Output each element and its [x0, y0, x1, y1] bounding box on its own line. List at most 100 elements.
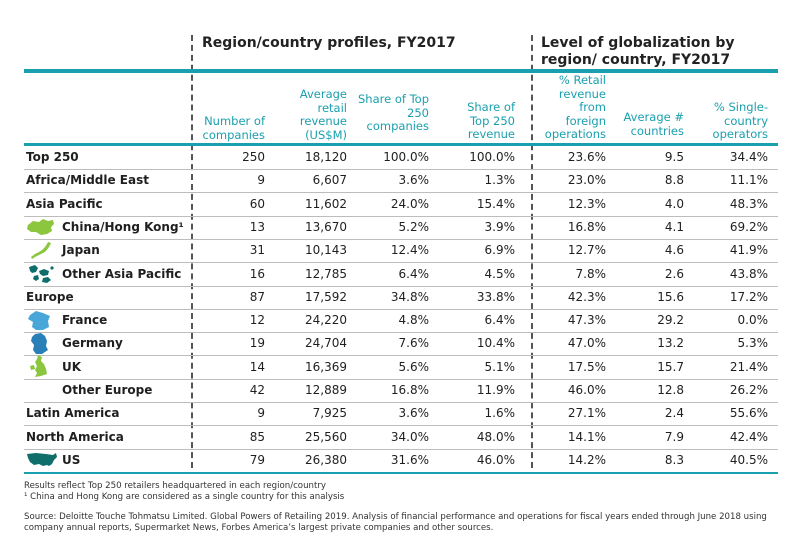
row-label: Top 250 — [26, 150, 79, 164]
table-cell: 17.5% — [567, 359, 606, 374]
table-cell: 4.5% — [484, 266, 516, 281]
col-header-share-of-companies: Share of Top 250 companies — [358, 92, 429, 133]
table-row: Other Europe 42 12,889 16.8% 11.9% 46.0% 12.8 2… — [24, 379, 778, 403]
table-row: Other Asia Pacific 16 12,785 6.4% 4.5% 7.8% 2.… — [24, 263, 778, 287]
table-cell: 5.6% — [398, 359, 430, 374]
table-row: Germany 19 24,704 7.6% 10.4% 47.0% 13.2 5.3% — [24, 332, 778, 359]
table-cell: 46.0% — [476, 452, 515, 467]
table-cell: 42.3% — [567, 289, 606, 304]
table-cell: 100.0% — [469, 150, 515, 164]
table-cell: 6,607 — [312, 173, 347, 188]
table-cell: 16.8% — [390, 383, 429, 397]
table-cell: 42 — [249, 383, 265, 397]
table-cell: 13 — [249, 219, 265, 234]
table-cell: 250 — [242, 150, 265, 164]
table-cell: 12.4% — [390, 243, 429, 258]
table-cell: 8.8 — [664, 173, 684, 188]
table-cell: 12,785 — [305, 266, 347, 281]
globalization-section-title: Level of globalization by region/ countr… — [541, 35, 735, 68]
table-cell: 16 — [249, 266, 265, 281]
japan-map-icon — [26, 241, 56, 265]
table-cell: 31.6% — [390, 452, 429, 467]
table-cell: 6.4% — [398, 266, 430, 281]
table-cell: 15.6 — [657, 289, 684, 304]
col-header-share-of-revenue: Share of Top 250 revenue — [467, 100, 515, 141]
table-cell: 11.9% — [476, 383, 515, 397]
table-cell: 12 — [249, 313, 265, 328]
globalization-divider — [531, 35, 533, 468]
table-cell: 10,143 — [305, 243, 347, 258]
table-cell: 21.4% — [729, 359, 768, 374]
table-cell: 16,369 — [305, 359, 347, 374]
table-cell: 43.8% — [729, 266, 768, 281]
table-cell: 47.0% — [567, 336, 606, 351]
france-map-icon — [26, 310, 54, 336]
row-label: US — [62, 452, 81, 467]
table-cell: 5.1% — [484, 359, 516, 374]
table-cell: 11,602 — [305, 196, 347, 211]
table-cell: 3.6% — [398, 406, 430, 421]
china-map-icon — [26, 218, 56, 240]
table-cell: 34.8% — [390, 289, 429, 304]
table-cell: 29.2 — [657, 313, 684, 328]
row-label: Africa/Middle East — [26, 173, 149, 188]
table-cell: 7,925 — [312, 406, 347, 421]
table-cell: 47.3% — [567, 313, 606, 328]
header-bottom-rule — [24, 143, 778, 146]
row-label: North America — [26, 429, 124, 444]
table-cell: 4.0 — [664, 196, 684, 211]
table-cell: 34.0% — [390, 429, 429, 444]
table-cell: 26,380 — [305, 452, 347, 467]
table-cell: 3.6% — [398, 173, 430, 188]
table-cell: 9.5 — [664, 150, 684, 164]
table-cell: 6.9% — [484, 243, 516, 258]
table-cell: 1.3% — [484, 173, 516, 188]
table-cell: 12,889 — [305, 383, 347, 397]
table-cell: 27.1% — [567, 406, 606, 421]
table-cell: 17.2% — [729, 289, 768, 304]
uk-map-icon — [26, 355, 54, 383]
table-row: UK 14 16,369 5.6% 5.1% 17.5% 15.7 21.4% — [24, 355, 778, 383]
table-cell: 11.1% — [729, 173, 768, 188]
table-cell: 26.2% — [729, 383, 768, 397]
table-cell: 5.3% — [737, 336, 769, 351]
row-label: China/Hong Kong¹ — [62, 219, 184, 234]
row-label: Europe — [26, 289, 74, 304]
col-header-foreign-operations: % Retail revenue from foreign operations — [544, 73, 606, 141]
table-cell: 14 — [249, 359, 265, 374]
table-cell: 4.8% — [398, 313, 430, 328]
table-row: France 12 24,220 4.8% 6.4% 47.3% 29.2 0.0% — [24, 309, 778, 336]
table-cell: 9 — [257, 173, 265, 188]
table-cell: 2.4 — [664, 406, 684, 421]
col-header-single-country-operators: % Single-country operators — [712, 100, 768, 141]
germany-map-icon — [26, 332, 54, 359]
row-label: UK — [62, 359, 82, 374]
source-line-2: company annual reports, Supermarket News… — [24, 523, 494, 533]
table-cell: 12.7% — [567, 243, 606, 258]
table-cell: 87 — [249, 289, 265, 304]
table-cell: 4.1 — [664, 219, 684, 234]
table-row: Latin America 9 7,925 3.6% 1.6% 27.1% 2.4 55.6% — [24, 402, 778, 427]
table-cell: 15.4% — [476, 196, 515, 211]
row-label: Germany — [62, 336, 123, 351]
table-row: Africa/Middle East 9 6,607 3.6% 1.3% 23.0% 8.8… — [24, 169, 778, 194]
table-cell: 42.4% — [729, 429, 768, 444]
table-cell: 8.3 — [664, 452, 684, 467]
table-cell: 10.4% — [476, 336, 515, 351]
table-cell: 23.6% — [567, 150, 606, 164]
table-cell: 31 — [249, 243, 265, 258]
table-cell: 23.0% — [567, 173, 606, 188]
profiles-divider — [191, 35, 193, 468]
table-row: Asia Pacific 60 11,602 24.0% 15.4% 12.3% 4.0 48… — [24, 193, 778, 217]
table-cell: 14.1% — [567, 429, 606, 444]
table-cell: 55.6% — [729, 406, 768, 421]
footnote-2: ¹ China and Hong Kong are considered as … — [24, 492, 345, 502]
table-cell: 16.8% — [567, 219, 606, 234]
table-cell: 19 — [249, 336, 265, 351]
table-cell: 33.8% — [476, 289, 515, 304]
table-cell: 69.2% — [729, 219, 768, 234]
table-cell: 14.2% — [567, 452, 606, 467]
table-cell: 48.3% — [729, 196, 768, 211]
table-cell: 25,560 — [305, 429, 347, 444]
table-cell: 24.0% — [390, 196, 429, 211]
